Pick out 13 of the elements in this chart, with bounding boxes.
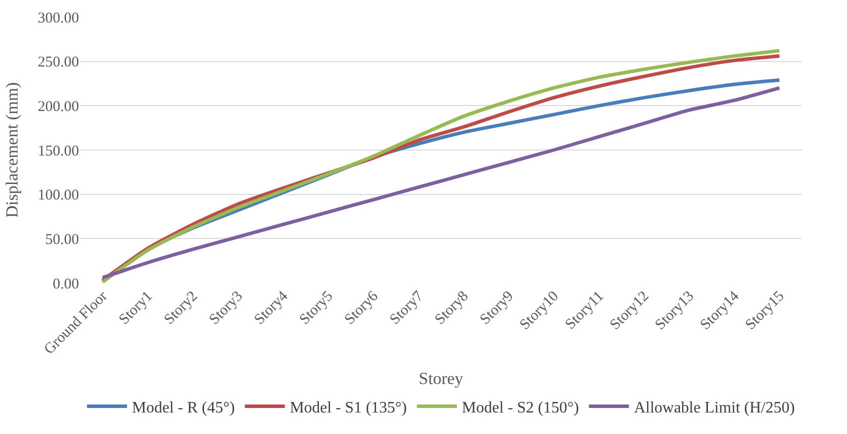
legend-label: Allowable Limit (H/250) (634, 400, 795, 417)
legend-label: Model - S2 (150°) (462, 400, 579, 417)
legend-label: Model - S1 (135°) (290, 400, 407, 417)
y-axis-title: Displacement (mm) (2, 82, 22, 218)
y-tick-label: 200.00 (38, 98, 79, 115)
y-tick-label: 300.00 (38, 10, 79, 26)
y-tick-label: 50.00 (45, 232, 79, 248)
x-axis-title: Storey (418, 369, 464, 388)
y-tick-label: 250.00 (38, 54, 79, 71)
y-tick-label: 100.00 (38, 188, 79, 204)
y-tick-label: 150.00 (38, 143, 79, 160)
legend-label: Model - R (45°) (132, 400, 235, 417)
y-tick-label: 0.00 (52, 276, 79, 292)
